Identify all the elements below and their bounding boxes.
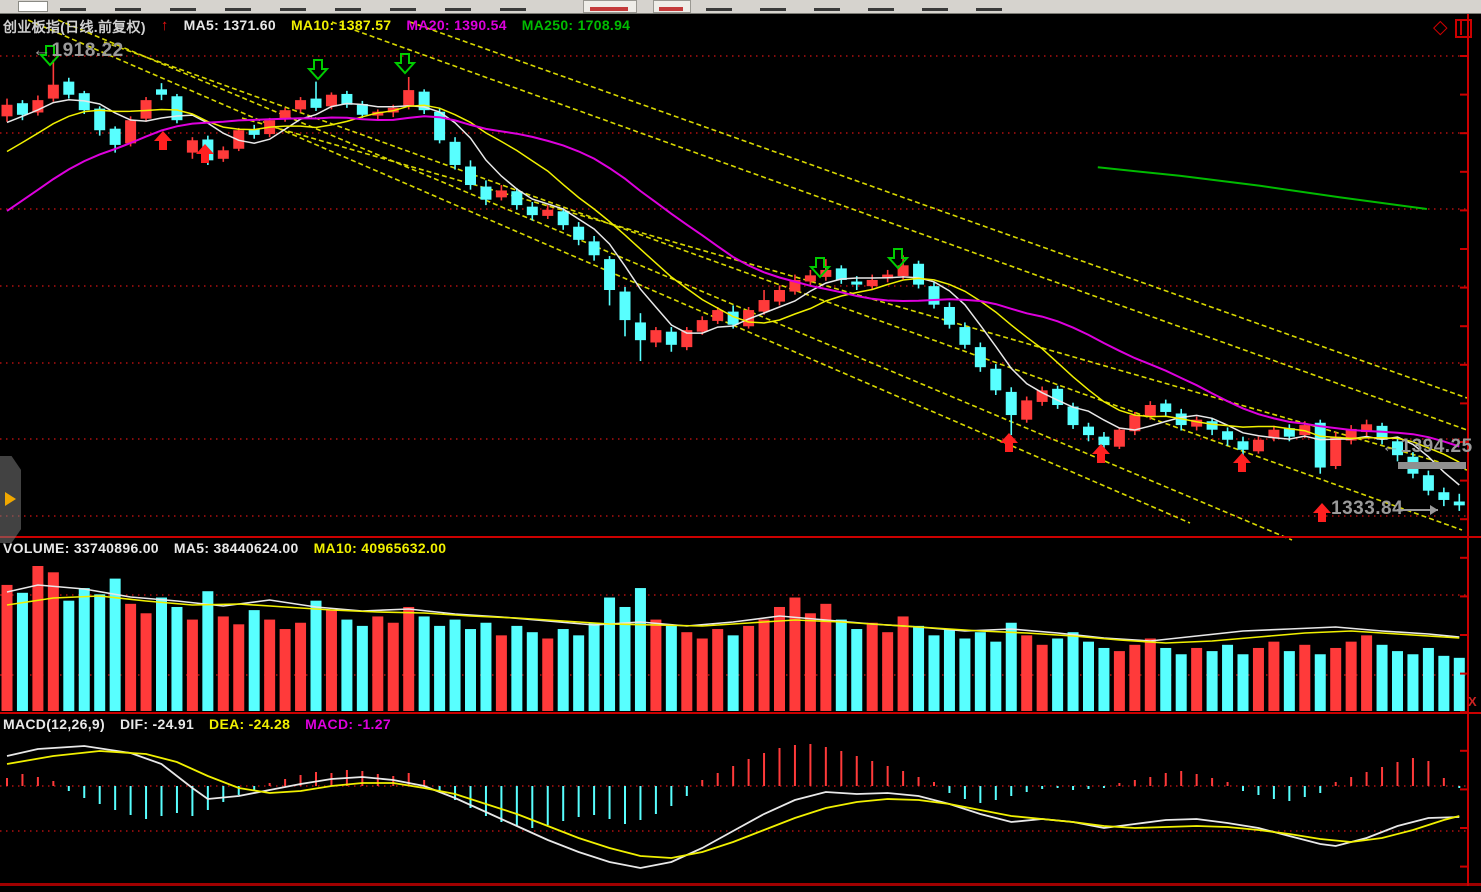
- macd-params-readout: MACD(12,26,9): [3, 716, 105, 732]
- menu-fragment: [170, 8, 196, 11]
- dif-readout: DIF: -24.91: [119, 716, 195, 732]
- window-split-icon-bar: [1460, 20, 1462, 35]
- menu-fragment: [500, 8, 526, 11]
- expand-arrow-icon: [5, 492, 16, 506]
- menu-bar[interactable]: [0, 0, 1481, 14]
- macd-panel-header: MACD(12,26,9) DIF: -24.91 DEA: -24.28 MA…: [3, 716, 391, 732]
- volume-panel-header: VOLUME: 33740896.00 MA5: 38440624.00 MA1…: [3, 540, 446, 556]
- low-price-label: 1333.84: [1331, 498, 1404, 519]
- high-price-label: ←1918.22: [32, 40, 124, 61]
- menu-fragment: [760, 8, 786, 11]
- menu-fragment: [445, 8, 471, 11]
- menu-fragment: [18, 1, 48, 12]
- menu-fragment: [814, 8, 840, 11]
- macd-readout: MACD: -1.27: [305, 716, 391, 732]
- volume-ma5-readout: MA5: 38440624.00: [173, 540, 299, 556]
- ma250-readout: MA250: 1708.94: [521, 17, 631, 33]
- axis-close-mark[interactable]: X: [1468, 694, 1477, 709]
- diamond-icon[interactable]: ◇: [1433, 17, 1448, 38]
- menu-fragment: [225, 8, 251, 11]
- menu-fragment: [335, 8, 361, 11]
- volume-readout: VOLUME: 33740896.00: [3, 540, 159, 556]
- trend-up-arrow-icon: ↑: [160, 17, 169, 34]
- sidebar-flyout-handle[interactable]: [0, 456, 21, 543]
- menu-fragment: [922, 8, 948, 11]
- window-split-icon[interactable]: [1455, 19, 1472, 38]
- menu-fragment: [590, 7, 628, 11]
- swing-price-label: ←1394.25: [1381, 436, 1473, 457]
- menu-fragment: [115, 8, 141, 11]
- ma5-readout: MA5: 1371.60: [183, 17, 276, 33]
- menu-fragment: [976, 8, 1002, 11]
- ma10-readout: MA10: 1387.57: [290, 17, 392, 33]
- ma20-readout: MA20: 1390.54: [406, 17, 507, 33]
- menu-fragment: [280, 8, 306, 11]
- menu-fragment: [60, 8, 86, 11]
- instrument-title: 创业板指(日线.前复权): [3, 19, 146, 35]
- volume-ma10-readout: MA10: 40965632.00: [313, 540, 447, 556]
- dea-readout: DEA: -24.28: [209, 716, 291, 732]
- swing-marker-bar: [1398, 462, 1466, 469]
- main-chart-header: 创业板指(日线.前复权) ↑ MA5: 1371.60 MA10: 1387.5…: [3, 17, 630, 37]
- menu-fragment: [868, 8, 894, 11]
- menu-fragment: [390, 8, 416, 11]
- menu-fragment: [706, 8, 732, 11]
- menu-fragment: [659, 7, 683, 11]
